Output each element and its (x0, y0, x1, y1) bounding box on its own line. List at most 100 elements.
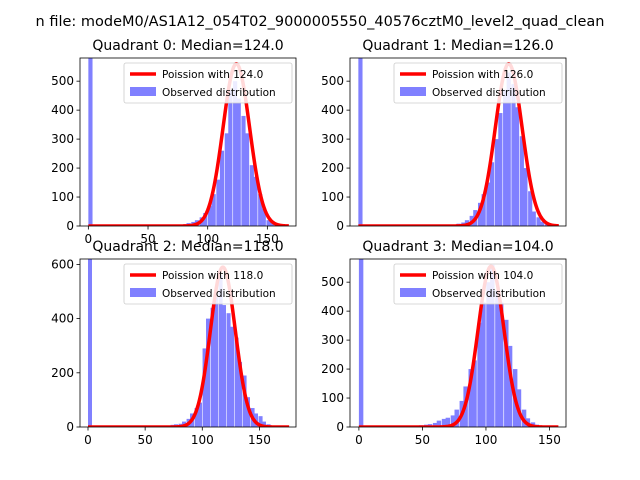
x-tick-label: 100 (191, 433, 214, 447)
panel-title: Quadrant 2: Median=118.0 (92, 239, 283, 255)
histogram-bar (503, 89, 508, 226)
histogram-bar (454, 409, 459, 427)
histogram-bar (519, 136, 524, 226)
legend-label-observed: Observed distribution (162, 87, 276, 99)
y-tick-label: 500 (51, 74, 74, 88)
histogram-bar (450, 415, 456, 427)
legend-box (393, 62, 563, 104)
y-tick-label: 200 (51, 161, 74, 175)
histogram-bar (216, 179, 221, 226)
y-tick-label: 100 (51, 190, 74, 204)
histogram-bar (432, 422, 438, 427)
histogram-bar (226, 313, 231, 427)
histogram-bar (481, 194, 486, 226)
poisson-curve (357, 264, 560, 427)
histogram-bar (486, 282, 491, 427)
legend-bar-swatch (400, 288, 426, 297)
histogram-bar (242, 375, 247, 427)
legend-label-poisson: Poission with 126.0 (432, 69, 533, 81)
x-tick-label: 50 (138, 433, 153, 447)
axes-frame (79, 258, 297, 428)
histogram-bar (234, 337, 239, 427)
legend-label-observed: Observed distribution (162, 288, 276, 300)
histogram-bar (206, 318, 210, 427)
histogram-bar (230, 326, 234, 427)
axes-frame (79, 57, 297, 227)
histogram-bar (214, 296, 218, 427)
y-tick-label: 200 (321, 161, 344, 175)
axes-frame (349, 57, 567, 227)
histogram-bar (489, 162, 495, 226)
x-tick-label: 50 (140, 232, 155, 246)
y-tick-label: 0 (336, 219, 344, 233)
figure-title: n file: modeM0/AS1A12_054T02_9000005550_… (36, 14, 605, 30)
histogram-bar (218, 275, 223, 427)
histogram-bar (486, 182, 491, 226)
y-tick-label: 200 (321, 362, 344, 376)
histogram-bar (219, 150, 225, 226)
histogram-bar-spike (358, 58, 363, 226)
y-tick-label: 300 (321, 132, 344, 146)
x-tick-label: 150 (256, 232, 279, 246)
histogram-bar (536, 217, 541, 226)
panel-title: Quadrant 0: Median=124.0 (92, 38, 283, 54)
panel-title: Quadrant 1: Median=126.0 (362, 38, 553, 54)
quadrant-3-panel: 0 100 200 300 400 500 0 50 100 150 Quadrant 3: Med… (321, 239, 567, 447)
y-tick-label: 0 (66, 219, 74, 233)
axes-frame (349, 258, 567, 428)
histogram-bar (258, 416, 263, 427)
histogram-bar-spike (358, 259, 364, 427)
legend: Poission with 118.0 Observed distribution (123, 263, 293, 305)
plot-area (86, 259, 291, 427)
histogram-bar (224, 133, 229, 226)
y-tick-label: 300 (321, 333, 344, 347)
x-tick-label: 150 (538, 433, 561, 447)
histogram-bar (266, 220, 271, 226)
legend-bar-swatch (400, 87, 426, 96)
histogram-bar (202, 348, 207, 427)
histogram-bar-spike (88, 58, 93, 226)
quadrant-1-panel: 0 100 200 300 400 500 Quadrant 1: Median=126.0… (321, 38, 567, 233)
y-tick-label: 100 (321, 391, 344, 405)
x-tick-label: 50 (415, 433, 430, 447)
legend-box (123, 62, 293, 104)
histogram-bar (468, 369, 473, 427)
histogram-bar (436, 420, 442, 427)
histogram-bar (261, 208, 266, 226)
y-tick-label: 500 (321, 275, 344, 289)
y-tick-label: 200 (51, 366, 74, 380)
quadrant-0-panel: 0 100 200 300 400 500 0 50 100 150 Quadrant 0: Med… (51, 38, 297, 246)
histogram-bar (270, 222, 275, 226)
histogram-bar (494, 139, 499, 226)
histogram-bar (506, 72, 511, 226)
legend-bar-swatch (130, 87, 156, 96)
legend-box (393, 263, 563, 305)
x-tick-label: 100 (196, 232, 219, 246)
y-tick-label: 600 (51, 257, 74, 271)
y-tick-label: 300 (51, 132, 74, 146)
quadrant-2-panel: 0 200 400 600 0 50 100 150 Quadrant 2: Median=11… (51, 239, 297, 447)
histogram-bar (236, 98, 241, 226)
histogram-bar (198, 402, 202, 427)
histogram-bar (258, 194, 263, 226)
histogram-bar (498, 302, 504, 427)
histogram-bar (222, 305, 226, 427)
histogram-bar (262, 421, 266, 427)
y-tick-label: 500 (321, 74, 344, 88)
histogram-bar (241, 115, 246, 226)
histogram-bar (481, 302, 486, 427)
histogram-bar (477, 202, 483, 226)
histogram-bar (472, 360, 477, 427)
histogram-bar (244, 133, 250, 226)
histogram-bar (498, 113, 503, 226)
legend-label-poisson: Poission with 104.0 (432, 270, 533, 282)
histogram-bar (253, 176, 258, 226)
legend: Poission with 124.0 Observed distribution (123, 62, 293, 104)
histogram-bar (540, 221, 545, 226)
histogram-bar (211, 194, 216, 226)
x-tick-label: 0 (355, 433, 363, 447)
y-tick-label: 400 (51, 312, 74, 326)
legend-label-poisson: Poission with 124.0 (162, 69, 263, 81)
